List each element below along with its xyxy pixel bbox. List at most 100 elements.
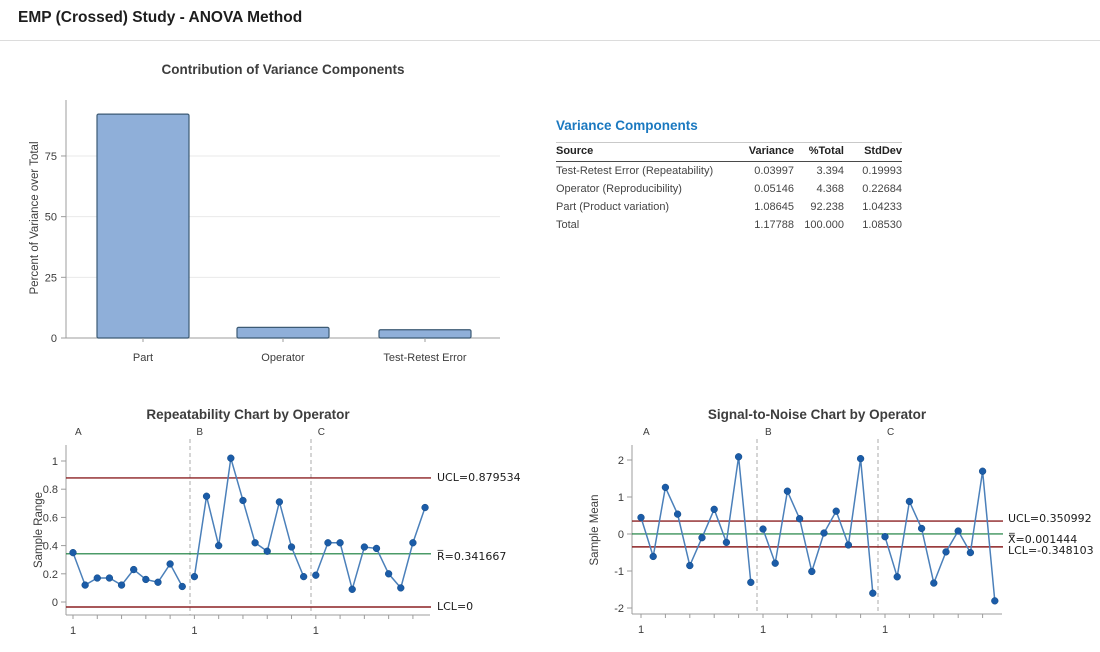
svg-text:25: 25 bbox=[45, 272, 57, 284]
contribution-chart-title: Contribution of Variance Components bbox=[161, 62, 405, 77]
data-point bbox=[954, 527, 962, 535]
x-tick-label: 1 bbox=[638, 624, 644, 636]
bar-Operator bbox=[236, 326, 330, 339]
data-point bbox=[263, 547, 271, 555]
data-point bbox=[637, 513, 645, 522]
repeatability-chart-title: Repeatability Chart by Operator bbox=[146, 407, 350, 422]
svg-text:0.8: 0.8 bbox=[43, 484, 58, 496]
repeatability-rbar-label: R̅=0.341667 bbox=[437, 550, 507, 563]
title-divider bbox=[0, 40, 1100, 41]
table-header-cell: Source bbox=[556, 142, 738, 162]
value-cell: 100.000 bbox=[804, 219, 844, 231]
series-line bbox=[72, 552, 183, 587]
data-point bbox=[856, 454, 865, 463]
series-C bbox=[312, 503, 429, 593]
table-row: Test-Retest Error (Repeatability) 0.03997… bbox=[556, 162, 902, 181]
data-point bbox=[844, 541, 853, 549]
value-cell: 1.17788 bbox=[754, 219, 794, 231]
page-title: EMP (Crossed) Study - ANOVA Method bbox=[18, 9, 303, 26]
data-point bbox=[893, 573, 901, 581]
data-point bbox=[384, 570, 393, 578]
data-point bbox=[966, 548, 975, 557]
series-A bbox=[637, 453, 755, 586]
table-header-cell: StdDev bbox=[844, 142, 902, 162]
signal-to-noise-chart-svg: -2 -1 0 1 2 A 1 B 1 C 1 Sample Mean bbox=[589, 427, 1003, 636]
data-point bbox=[130, 565, 138, 574]
data-point bbox=[808, 567, 816, 576]
data-point bbox=[917, 524, 926, 533]
svg-text:0.4: 0.4 bbox=[43, 541, 58, 553]
data-point bbox=[409, 539, 417, 547]
data-point bbox=[421, 503, 429, 512]
data-point bbox=[991, 597, 999, 605]
data-point bbox=[312, 571, 320, 579]
source-cell: Test-Retest Error (Repeatability) bbox=[556, 165, 714, 177]
s2n-ucl-label: UCL=0.350992 bbox=[1008, 512, 1092, 525]
x-tick-label: 1 bbox=[313, 625, 319, 637]
data-point bbox=[300, 572, 308, 581]
value-cell: 1.08530 bbox=[862, 219, 902, 231]
table-header-cell: %Total bbox=[794, 142, 844, 162]
bar-Test-Retest Error bbox=[378, 329, 472, 339]
x-tick-label: 1 bbox=[760, 624, 766, 636]
group-label: B bbox=[765, 427, 772, 438]
value-cell: 4.368 bbox=[816, 183, 844, 195]
group-label: B bbox=[196, 427, 203, 438]
data-point bbox=[795, 515, 804, 523]
value-cell: 1.04233 bbox=[862, 201, 902, 213]
repeatability-chart-svg: 0 0.2 0.4 0.6 0.8 1 A 1 B 1 C 1 Sample Range bbox=[33, 427, 431, 637]
data-point bbox=[324, 539, 332, 547]
value-cell: 0.05146 bbox=[754, 183, 794, 195]
source-cell: Part (Product variation) bbox=[556, 201, 670, 213]
series-line bbox=[884, 471, 996, 601]
table-row: Operator (Reproducibility) 0.05146 4.368 0.… bbox=[556, 180, 902, 198]
s2n-lcl-label: LCL=-0.348103 bbox=[1008, 544, 1094, 557]
series-line bbox=[762, 458, 874, 594]
table-row: Part (Product variation) 1.08645 92.238 1.0… bbox=[556, 198, 902, 216]
data-point bbox=[287, 543, 296, 551]
value-cell: 0.03997 bbox=[754, 165, 794, 177]
table-row: Total 1.17788 100.000 1.08530 bbox=[556, 216, 902, 234]
data-point bbox=[832, 507, 840, 515]
series-A bbox=[69, 549, 186, 591]
data-point bbox=[661, 483, 670, 492]
variance-components-heading: Variance Components bbox=[556, 118, 698, 133]
data-point bbox=[869, 589, 877, 597]
data-point bbox=[336, 539, 344, 547]
contribution-bar-chart-svg: 0 25 50 75 Part Operator Test-Retest Error Perc… bbox=[29, 100, 500, 364]
data-point bbox=[820, 529, 828, 537]
series-C bbox=[881, 467, 999, 605]
svg-text:0: 0 bbox=[52, 597, 58, 609]
data-point bbox=[227, 454, 235, 462]
data-point bbox=[93, 574, 101, 582]
bars: Part Operator Test-Retest Error bbox=[96, 113, 472, 364]
data-point bbox=[673, 510, 682, 518]
svg-text:0: 0 bbox=[618, 529, 624, 541]
y-axis-label: Percent of Variance over Total bbox=[29, 142, 41, 295]
data-point bbox=[105, 574, 114, 582]
data-point bbox=[881, 533, 889, 541]
repeatability-lcl-label: LCL=0 bbox=[437, 600, 474, 613]
group-label: C bbox=[318, 427, 325, 438]
svg-text:-2: -2 bbox=[614, 603, 624, 615]
value-cell: 0.22684 bbox=[862, 183, 902, 195]
x-tick-label: 1 bbox=[70, 625, 76, 637]
data-point bbox=[69, 549, 77, 557]
data-point bbox=[698, 534, 706, 542]
data-point bbox=[251, 539, 259, 547]
data-point bbox=[397, 584, 405, 592]
contribution-chart-section: 0 25 50 75 Part Operator Test-Retest Error Perc… bbox=[18, 58, 548, 403]
x-tick-label: 1 bbox=[191, 625, 197, 637]
series-line bbox=[193, 457, 305, 577]
svg-text:75: 75 bbox=[45, 151, 57, 163]
source-cell: Operator (Reproducibility) bbox=[556, 183, 682, 195]
control-limit-lines bbox=[632, 520, 1003, 548]
data-point bbox=[734, 453, 743, 461]
data-point bbox=[202, 492, 211, 500]
data-point bbox=[239, 496, 247, 505]
control-limit-lines bbox=[66, 477, 431, 608]
repeatability-chart-section: 0 0.2 0.4 0.6 0.8 1 A 1 B 1 C 1 Sample Range Repeata… bbox=[18, 405, 548, 652]
value-cell: 3.394 bbox=[816, 165, 844, 177]
group-label: A bbox=[75, 427, 82, 438]
data-point bbox=[372, 544, 381, 553]
